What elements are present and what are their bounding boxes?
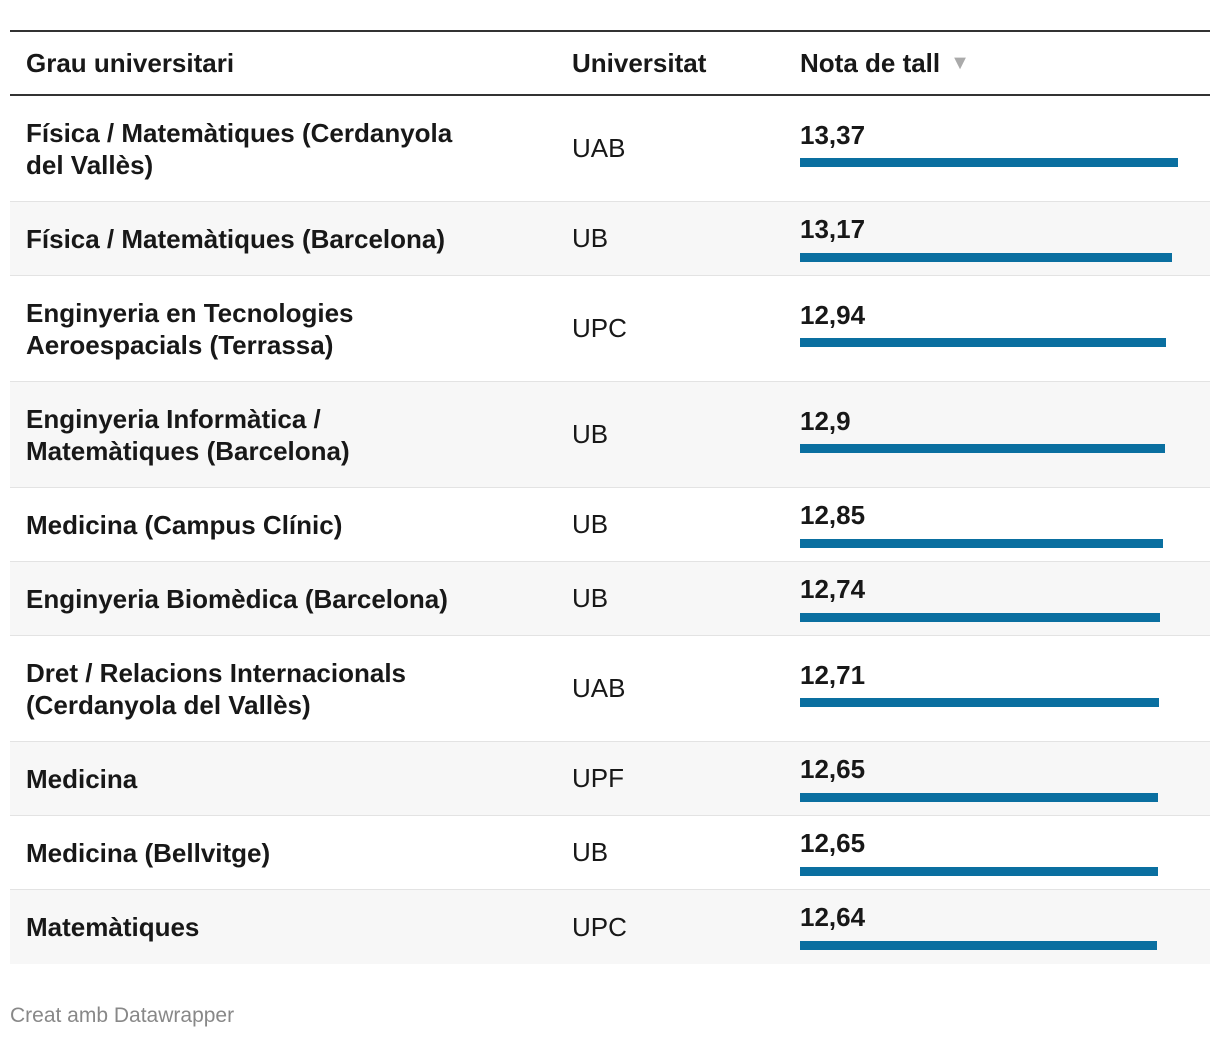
cell-nota: 12,65: [800, 742, 1210, 815]
cell-nota: 12,74: [800, 562, 1210, 635]
cell-universitat: UB: [572, 837, 609, 867]
cell-universitat: UAB: [572, 133, 626, 163]
column-header-grau[interactable]: Grau universitari: [26, 47, 235, 78]
cell-grau: Medicina: [26, 763, 138, 794]
nota-value-label: 13,17: [800, 214, 866, 244]
nota-value-label: 12,71: [800, 660, 866, 690]
column-header-nota[interactable]: Nota de tall ▼: [800, 47, 970, 78]
table-header: Grau universitari Universitat Nota de ta…: [10, 30, 1210, 96]
nota-bar: [800, 158, 1178, 167]
table-row: Matemàtiques UPC 12,64: [10, 890, 1210, 964]
cell-grau: Medicina (Bellvitge): [26, 837, 271, 868]
cell-universitat: UB: [572, 583, 609, 613]
cell-grau: Física / Matemàtiques (Cerdanyola del Va…: [26, 117, 453, 180]
cell-universitat: UAB: [572, 673, 626, 703]
cell-grau: Matemàtiques: [26, 912, 200, 942]
nota-bar: [800, 613, 1160, 622]
cell-grau: Medicina (Campus Clínic): [26, 509, 343, 540]
cell-universitat: UPC: [572, 911, 627, 942]
cell-nota: 13,17: [800, 202, 1210, 275]
cell-universitat: UB: [572, 223, 609, 253]
column-header-universitat[interactable]: Universitat: [572, 47, 707, 78]
cell-nota: 12,65: [800, 816, 1210, 889]
cell-nota: 12,64: [800, 890, 1210, 964]
cell-grau: Física / Matemàtiques (Barcelona): [26, 223, 446, 254]
nota-value-label: 12,64: [800, 902, 866, 932]
data-table: Grau universitari Universitat Nota de ta…: [10, 30, 1210, 964]
nota-bar: [800, 539, 1163, 548]
cell-universitat: UPC: [572, 313, 627, 343]
nota-value-label: 12,65: [800, 828, 866, 858]
cell-nota: 13,37: [800, 96, 1210, 201]
cell-grau: Dret / Relacions Internacionals (Cerdany…: [26, 657, 407, 720]
cell-nota: 12,9: [800, 382, 1210, 487]
table-row: Dret / Relacions Internacionals (Cerdany…: [10, 636, 1210, 742]
nota-value-label: 12,74: [800, 574, 866, 604]
cell-grau: Enginyeria en Tecnologies Aeroespacials …: [26, 297, 354, 360]
table-row: Enginyeria Informàtica / Matemàtiques (B…: [10, 382, 1210, 488]
cell-nota: 12,94: [800, 276, 1210, 381]
nota-bar: [800, 338, 1166, 347]
cell-universitat: UPF: [572, 763, 624, 793]
cell-universitat: UB: [572, 419, 609, 449]
nota-value-label: 12,65: [800, 754, 866, 784]
table-row: Enginyeria Biomèdica (Barcelona) UB 12,74: [10, 562, 1210, 636]
table-row: Medicina (Bellvitge) UB 12,65: [10, 816, 1210, 890]
footer-credit[interactable]: Creat amb Datawrapper: [10, 1004, 235, 1027]
table-body: Física / Matemàtiques (Cerdanyola del Va…: [10, 96, 1210, 964]
cell-grau: Enginyeria Informàtica / Matemàtiques (B…: [26, 403, 350, 466]
table-row: Medicina (Campus Clínic) UB 12,85: [10, 488, 1210, 562]
table-row: Enginyeria en Tecnologies Aeroespacials …: [10, 276, 1210, 382]
nota-bar: [800, 793, 1158, 802]
nota-bar: [800, 867, 1158, 876]
nota-bar: [800, 698, 1159, 707]
sort-descending-icon[interactable]: ▼: [950, 51, 970, 74]
nota-bar: [800, 444, 1165, 453]
cell-nota: 12,71: [800, 636, 1210, 741]
nota-value-label: 12,9: [800, 406, 851, 436]
table-row: Física / Matemàtiques (Barcelona) UB 13,17: [10, 202, 1210, 276]
table-row: Medicina UPF 12,65: [10, 742, 1210, 816]
cell-nota: 12,85: [800, 488, 1210, 561]
table-row: Física / Matemàtiques (Cerdanyola del Va…: [10, 96, 1210, 202]
nota-value-label: 12,85: [800, 500, 866, 530]
cell-universitat: UB: [572, 509, 609, 539]
cell-grau: Enginyeria Biomèdica (Barcelona): [26, 583, 448, 614]
nota-value-label: 13,37: [800, 120, 866, 150]
nota-value-label: 12,94: [800, 300, 866, 330]
nota-bar: [800, 253, 1172, 262]
nota-bar: [800, 941, 1157, 950]
